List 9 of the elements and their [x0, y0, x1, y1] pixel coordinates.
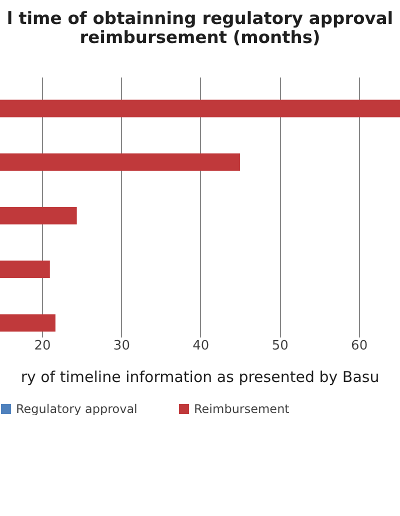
text: reimbursement (months) — [80, 28, 320, 48]
text: ry of timeline information as presented by Basu — [20, 368, 380, 386]
text: l time of obtainning regulatory approval — [6, 9, 394, 29]
x-tick-label: 50 — [272, 338, 288, 354]
x-tick-label: 60 — [351, 338, 368, 354]
x-tick-label: 40 — [192, 338, 210, 354]
x-tick-label: 30 — [113, 338, 130, 354]
x-tick-label: 20 — [34, 338, 51, 354]
legend-label: Reimbursement — [194, 402, 290, 416]
